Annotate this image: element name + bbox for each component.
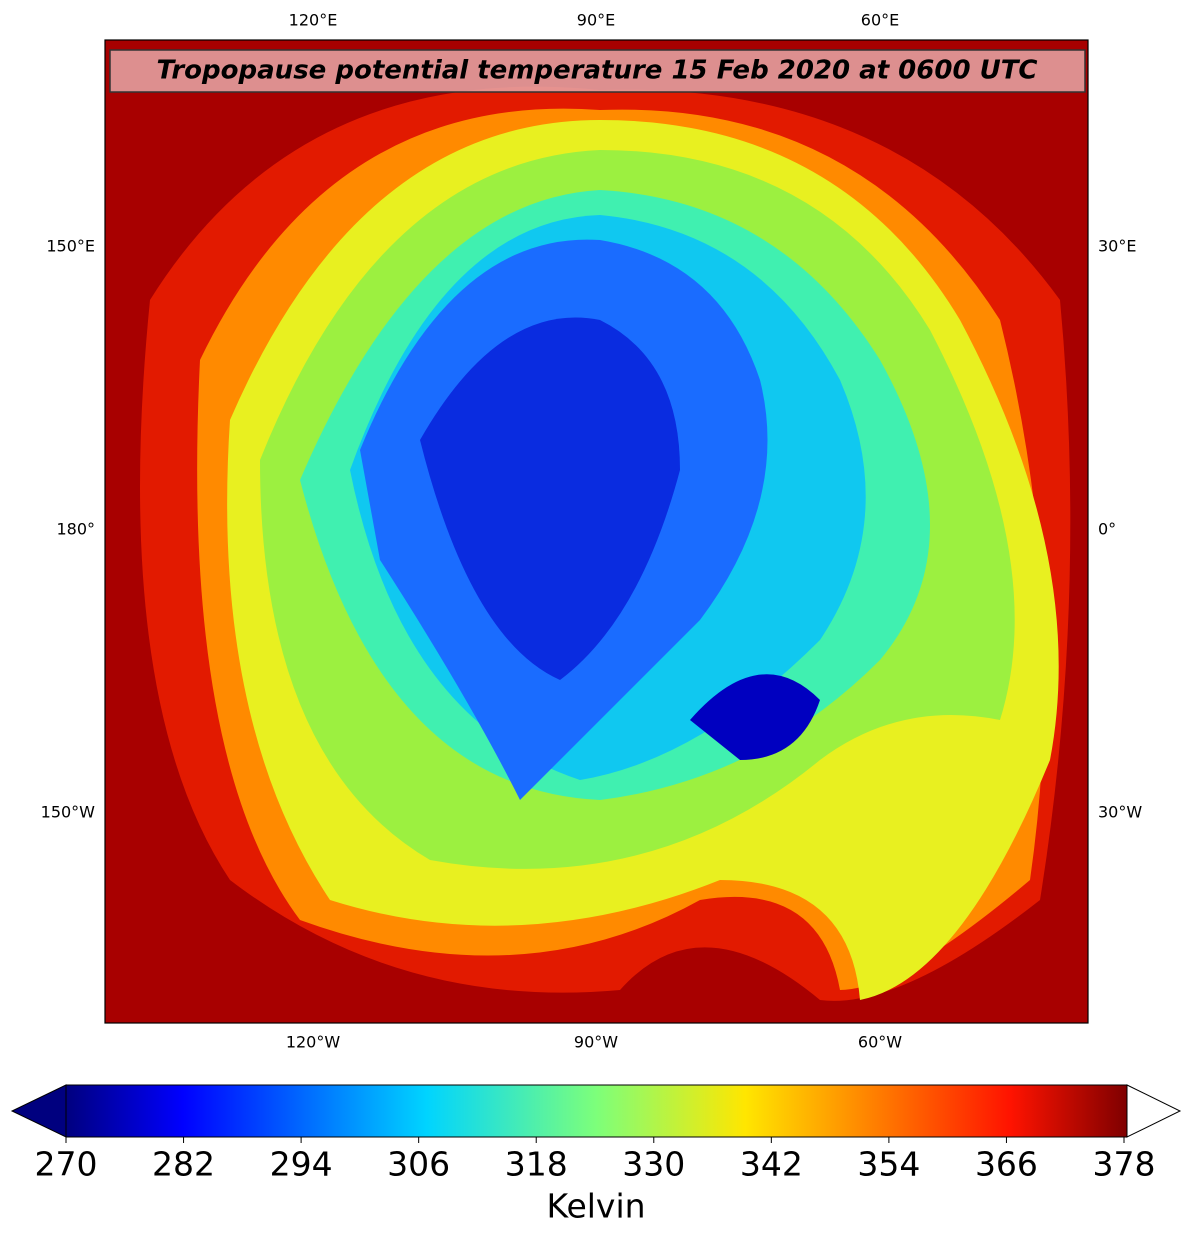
longitude-label: 180° xyxy=(56,520,95,539)
title-box xyxy=(109,49,1086,93)
longitude-label: 30°E xyxy=(1098,237,1136,256)
longitude-label: 30°W xyxy=(1098,803,1142,822)
map-frame xyxy=(104,39,1089,1024)
colorbar-tick-label: 378 xyxy=(1093,1145,1156,1184)
title: Tropopause potential temperature 15 Feb … xyxy=(156,56,1037,86)
colorbar-tick-label: 330 xyxy=(622,1145,685,1184)
longitude-label: 60°W xyxy=(858,1033,902,1052)
longitude-label: 60°E xyxy=(861,11,899,30)
colorbar xyxy=(66,1085,1127,1137)
colorbar-tick-label: 354 xyxy=(857,1145,920,1184)
longitude-label: 120°E xyxy=(289,11,338,30)
colorbar-tick-label: 294 xyxy=(270,1145,333,1184)
colorbar-extend-min xyxy=(10,1084,67,1138)
colorbar-extend-max xyxy=(1126,1084,1182,1138)
longitude-label: 150°E xyxy=(46,237,95,256)
colorbar-tick-label: 366 xyxy=(975,1145,1038,1184)
longitude-label: 120°W xyxy=(286,1033,341,1052)
longitude-label: 90°W xyxy=(574,1033,618,1052)
longitude-label: 0° xyxy=(1098,520,1116,539)
colorbar-tick-label: 306 xyxy=(387,1145,450,1184)
colorbar-tick-label: 318 xyxy=(505,1145,568,1184)
map-field xyxy=(105,40,1088,1023)
longitude-label: 90°E xyxy=(577,11,615,30)
colorbar-tick-label: 270 xyxy=(35,1145,98,1184)
colorbar-tick-label: 342 xyxy=(740,1145,803,1184)
colorbar-frame xyxy=(65,1084,1128,1138)
colorbar-tick-label: 282 xyxy=(152,1145,215,1184)
longitude-label: 150°W xyxy=(41,803,96,822)
colorbar-label: Kelvin xyxy=(546,1187,645,1226)
